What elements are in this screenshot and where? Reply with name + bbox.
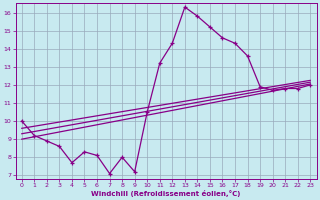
X-axis label: Windchill (Refroidissement éolien,°C): Windchill (Refroidissement éolien,°C): [91, 190, 241, 197]
